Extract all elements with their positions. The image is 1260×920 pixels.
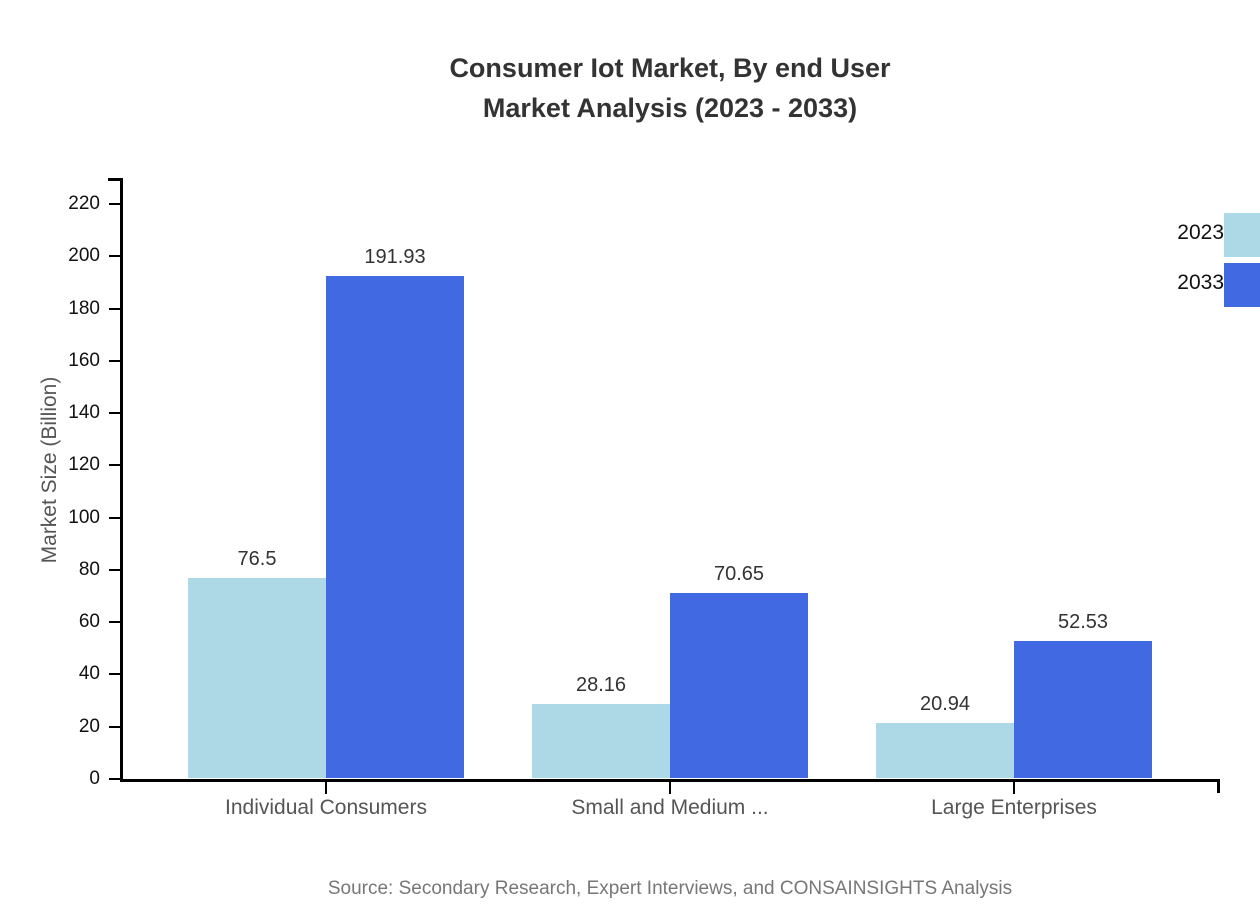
y-axis-tick-label: 20 bbox=[78, 715, 100, 737]
bar-2033-1[interactable] bbox=[326, 276, 464, 778]
bar-2023-2[interactable] bbox=[532, 704, 670, 778]
y-axis-tick bbox=[109, 778, 120, 780]
bar-value-label: 20.94 bbox=[919, 693, 971, 716]
y-axis-title: Market Size (Billion) bbox=[38, 376, 61, 564]
y-axis-tick-label: 0 bbox=[89, 768, 100, 789]
bar-2033-3[interactable] bbox=[1014, 640, 1152, 778]
bar-value-label: 52.53 bbox=[1057, 610, 1109, 633]
y-axis-tick-label: 220 bbox=[68, 193, 100, 215]
plot-area: 0 20 40 60 80 100 120 140 160 180 200 220 76.5 191.9… bbox=[68, 178, 1220, 819]
legend-item-2023[interactable]: 2023 bbox=[1130, 213, 1260, 263]
y-axis-tick-label: 120 bbox=[68, 454, 100, 476]
y-axis-tick bbox=[109, 725, 120, 728]
bar-2023-3[interactable] bbox=[876, 723, 1014, 778]
legend-label: 2033 bbox=[1177, 271, 1224, 294]
x-axis-category-label: Small and Medium ... bbox=[571, 796, 769, 819]
x-axis-category-label: Large Enterprises bbox=[931, 796, 1097, 819]
y-axis-tick bbox=[109, 673, 120, 676]
legend-swatch bbox=[1224, 213, 1260, 257]
x-axis-end-cap bbox=[1217, 779, 1220, 793]
y-axis-tick bbox=[109, 568, 120, 571]
y-axis-tick-label: 140 bbox=[68, 402, 100, 424]
chart-title: Consumer Iot Market, By end User Market … bbox=[0, 48, 1260, 128]
chart-title-line-1: Consumer Iot Market, By end User bbox=[449, 53, 891, 83]
y-axis-tick-label: 160 bbox=[68, 349, 100, 371]
y-axis-tick bbox=[109, 621, 120, 624]
legend: 2023 2033 bbox=[1130, 213, 1260, 313]
y-axis-tick-label: 40 bbox=[78, 663, 100, 685]
x-axis-line bbox=[120, 779, 1220, 782]
bar-value-label: 191.93 bbox=[364, 246, 426, 269]
y-axis-top-cap bbox=[108, 178, 120, 181]
chart-title-line-2: Market Analysis (2023 - 2033) bbox=[482, 93, 858, 123]
legend-item-2033[interactable]: 2033 bbox=[1130, 263, 1260, 313]
y-axis-tick bbox=[109, 307, 120, 310]
x-axis-tick bbox=[325, 782, 327, 794]
y-axis-tick-label: 80 bbox=[78, 558, 100, 580]
x-axis-tick bbox=[669, 782, 671, 794]
source-note: Source: Secondary Research, Expert Inter… bbox=[327, 878, 1013, 899]
y-axis-tick-label: 180 bbox=[68, 297, 100, 319]
y-axis-tick bbox=[109, 203, 120, 206]
y-axis-tick-label: 100 bbox=[68, 506, 100, 528]
y-axis-tick bbox=[109, 412, 120, 415]
x-axis-tick bbox=[1013, 782, 1015, 794]
bar-value-label: 76.5 bbox=[237, 548, 277, 571]
legend-label: 2023 bbox=[1177, 221, 1224, 244]
bar-2023-1[interactable] bbox=[188, 578, 326, 778]
y-axis-line bbox=[120, 178, 123, 782]
bar-value-label: 28.16 bbox=[575, 674, 627, 697]
y-axis-tick bbox=[109, 255, 120, 258]
legend-swatch bbox=[1224, 263, 1260, 307]
y-axis-tick bbox=[109, 516, 120, 519]
bar-2033-2[interactable] bbox=[670, 593, 808, 778]
bar-value-label: 70.65 bbox=[713, 563, 765, 586]
y-axis-tick-label: 200 bbox=[68, 245, 100, 267]
y-axis-tick bbox=[109, 464, 120, 467]
y-axis-tick-label: 60 bbox=[78, 611, 100, 633]
y-axis-tick bbox=[109, 359, 120, 362]
x-axis-category-label: Individual Consumers bbox=[225, 796, 427, 819]
